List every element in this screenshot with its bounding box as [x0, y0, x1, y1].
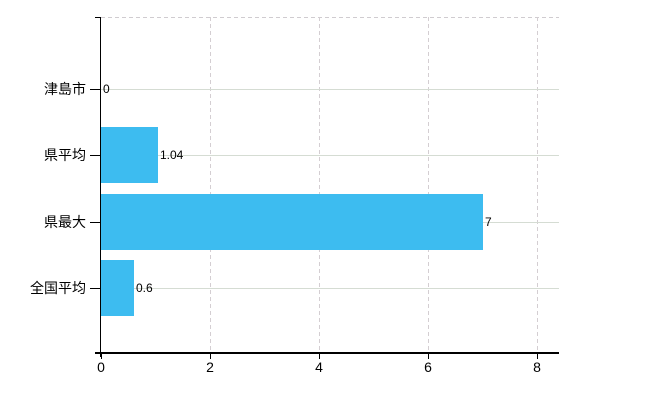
x-tick-8 — [537, 354, 538, 359]
x-tick-4 — [319, 354, 320, 359]
v-gridline-8 — [537, 17, 538, 352]
bar-row-2 — [101, 194, 483, 250]
category-tick-3 — [90, 288, 100, 289]
x-tick-label-6: 6 — [424, 359, 432, 375]
x-tick-label-0: 0 — [97, 359, 105, 375]
y-axis-line — [100, 17, 101, 357]
category-label-3: 全国平均 — [30, 280, 86, 296]
value-label-2: 7 — [485, 215, 492, 229]
bar-row-1 — [101, 127, 158, 183]
category-label-1: 県平均 — [44, 147, 86, 163]
x-tick-label-4: 4 — [315, 359, 323, 375]
h-gridline-row-3 — [101, 288, 559, 289]
category-tick-2 — [90, 222, 100, 223]
x-tick-label-8: 8 — [533, 359, 541, 375]
category-tick-0 — [90, 89, 100, 90]
v-gridline-6 — [428, 17, 429, 352]
x-tick-0 — [101, 354, 102, 359]
h-gridline-row-1 — [101, 155, 559, 156]
x-tick-label-2: 2 — [206, 359, 214, 375]
plot-top-border — [101, 17, 559, 18]
value-label-3: 0.6 — [136, 281, 153, 295]
value-label-0: 0 — [103, 82, 110, 96]
value-label-1: 1.04 — [160, 148, 184, 162]
y-axis-top-tick — [95, 17, 101, 18]
category-label-0: 津島市 — [44, 81, 86, 97]
v-gridline-4 — [319, 17, 320, 352]
category-tick-1 — [90, 155, 100, 156]
x-axis-line — [95, 352, 559, 354]
v-gridline-2 — [210, 17, 211, 352]
x-tick-6 — [428, 354, 429, 359]
bar-row-3 — [101, 260, 134, 316]
category-label-2: 県最大 — [44, 214, 86, 230]
x-tick-2 — [210, 354, 211, 359]
h-gridline-row-0 — [101, 89, 559, 90]
